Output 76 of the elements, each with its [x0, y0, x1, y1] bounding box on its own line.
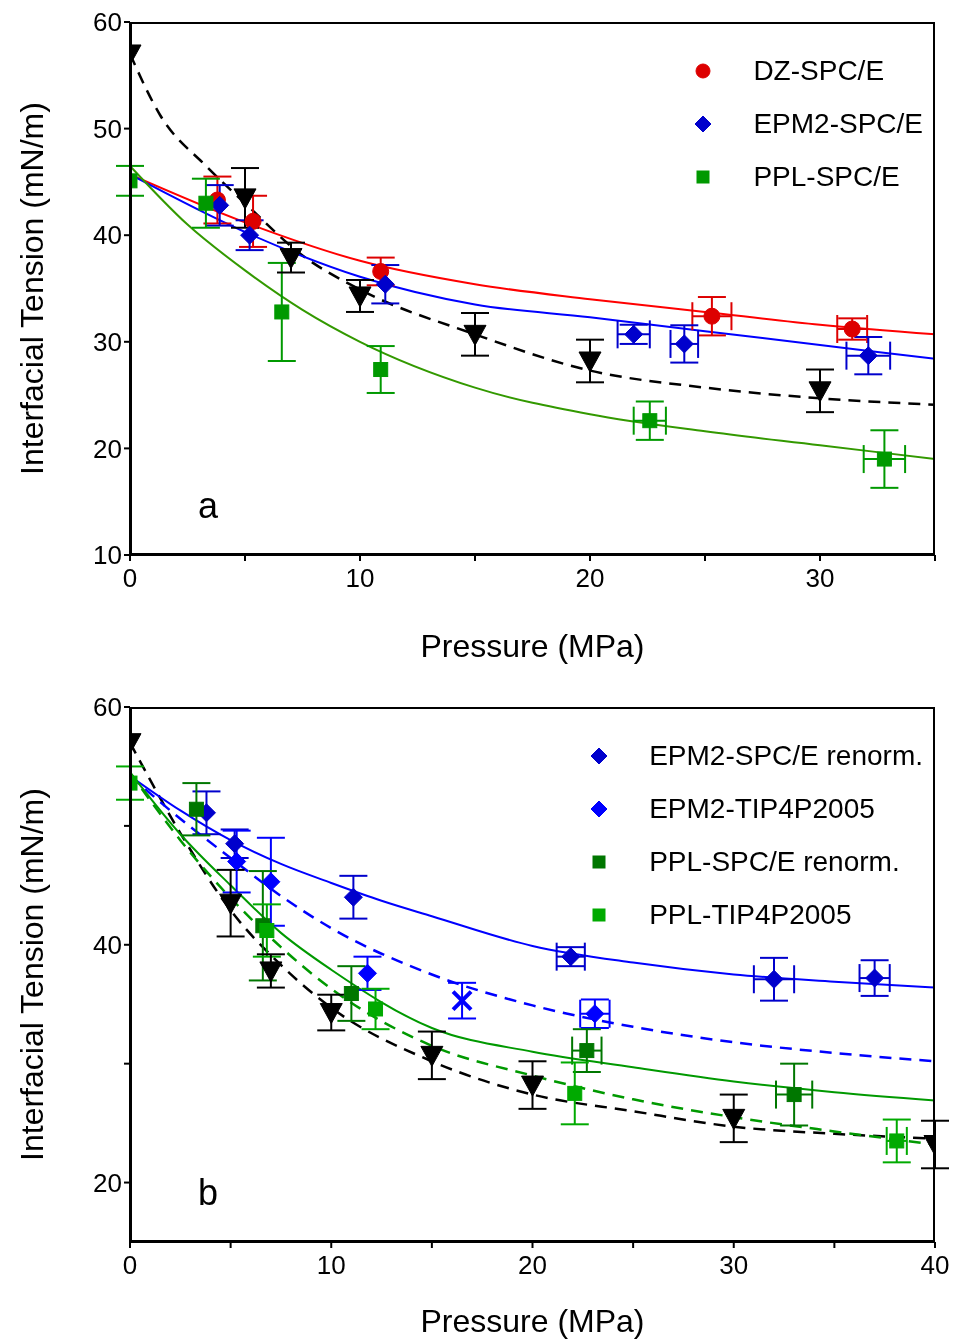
point — [764, 969, 784, 989]
point — [463, 324, 487, 346]
x-axis-title: Pressure (MPa) — [420, 628, 645, 664]
point — [188, 801, 204, 817]
point — [348, 286, 372, 308]
point — [703, 307, 721, 325]
point — [722, 1108, 746, 1130]
point — [259, 961, 283, 983]
point — [674, 334, 694, 354]
x-tick-label: 10 — [316, 1250, 346, 1281]
x-tick-label: 30 — [719, 1250, 749, 1281]
x-tick-label: 0 — [122, 563, 138, 594]
y-tick-label: 30 — [93, 327, 122, 358]
x-tick-label: 20 — [518, 1250, 547, 1281]
y-tick-label: 10 — [93, 540, 122, 571]
y-tick-label: 40 — [93, 220, 122, 251]
x-tick-label: 30 — [805, 563, 835, 594]
point — [343, 887, 363, 907]
y-tick-label: 40 — [93, 930, 122, 961]
x-tick-label: 0 — [122, 1250, 138, 1281]
legend-label: PPL-SPC/E renorm. — [649, 845, 900, 878]
point — [561, 947, 581, 967]
point — [843, 320, 861, 338]
point — [343, 986, 359, 1002]
x-tick-label: 40 — [920, 1250, 950, 1281]
point — [642, 413, 658, 429]
point — [786, 1087, 802, 1103]
point — [244, 212, 262, 230]
point — [521, 1075, 544, 1097]
y-tick-label: 20 — [93, 433, 122, 464]
point — [567, 1085, 583, 1101]
point — [808, 381, 832, 403]
point — [876, 451, 892, 467]
point — [579, 1043, 595, 1059]
y-tick-label: 60 — [93, 692, 122, 723]
point — [578, 351, 602, 373]
point — [227, 852, 247, 872]
point — [375, 274, 395, 294]
y-tick-label: 20 — [93, 1167, 122, 1198]
point — [319, 1003, 343, 1025]
point — [858, 346, 878, 366]
point — [372, 262, 390, 280]
legend-label: DZ-SPC/E — [753, 54, 885, 87]
point — [373, 362, 389, 378]
y-tick-label: 60 — [93, 7, 122, 38]
point — [259, 923, 275, 939]
annotation: a — [198, 485, 219, 527]
legend-label: PPL-SPC/E — [753, 160, 900, 193]
point — [451, 989, 474, 1012]
x-axis-title: Pressure (MPa) — [420, 1303, 645, 1339]
legend-label: EPM2-TIP4P2005 — [649, 792, 875, 825]
point — [225, 834, 245, 854]
legend-label: EPM2-SPC/E — [753, 107, 923, 140]
point — [865, 968, 885, 988]
y-axis-title: Interfacial Tension (mN/m) — [14, 102, 51, 475]
point — [219, 893, 243, 915]
point — [585, 1004, 605, 1024]
point — [624, 324, 644, 344]
point — [261, 872, 281, 892]
annotation: b — [198, 1172, 219, 1214]
point — [368, 1001, 384, 1017]
x-tick-label: 20 — [575, 563, 605, 594]
point — [357, 963, 377, 983]
legend-label: PPL-TIP4P2005 — [649, 898, 852, 931]
legend-label: EPM2-SPC/E renorm. — [649, 739, 923, 772]
point — [279, 248, 303, 270]
point — [233, 188, 257, 210]
x-tick-label: 10 — [345, 563, 375, 594]
point — [274, 304, 290, 320]
point — [420, 1045, 444, 1067]
line-series — [130, 164, 935, 461]
point — [889, 1133, 905, 1149]
y-axis-title: Interfacial Tension (mN/m) — [14, 788, 51, 1161]
point — [240, 225, 260, 245]
point — [198, 195, 214, 211]
y-tick-label: 50 — [93, 113, 122, 144]
